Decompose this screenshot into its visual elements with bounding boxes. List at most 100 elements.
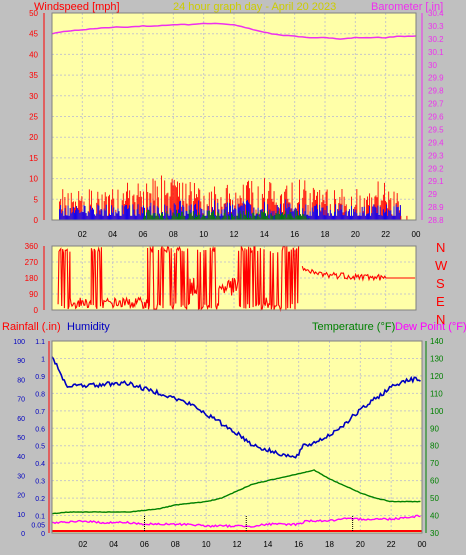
baro-tick-label: 29.6 bbox=[428, 113, 444, 122]
rainfall-tick-label: 0.05 bbox=[31, 522, 45, 529]
baro-tick-label: 29 bbox=[428, 190, 437, 199]
direction-tick-label: 270 bbox=[25, 258, 39, 267]
rainfall-tick-label: 0.2 bbox=[35, 496, 45, 503]
baro-tick-label: 29.1 bbox=[428, 177, 444, 186]
temperature-tick-label: 140 bbox=[430, 337, 444, 346]
direction-tick-label: 180 bbox=[25, 274, 39, 283]
temperature-tick-label: 70 bbox=[430, 459, 439, 468]
rainfall-tick-label: 0.6 bbox=[35, 426, 45, 433]
windspeed-axis-label: Windspeed [mph] bbox=[34, 1, 120, 13]
rainfall-tick-label: 1.1 bbox=[35, 339, 45, 346]
humidity-tick-label: 100 bbox=[13, 339, 25, 346]
climate-x-tick-label: 00 bbox=[418, 540, 427, 549]
wind-plot-border bbox=[51, 12, 417, 221]
wind-x-tick-label: 20 bbox=[351, 230, 360, 239]
compass-n-top: N bbox=[436, 240, 445, 255]
climate-x-tick-label: 02 bbox=[78, 540, 87, 549]
dewpoint-line bbox=[51, 514, 421, 529]
humidity-tick-label: 70 bbox=[17, 397, 25, 404]
temperature-tick-label: 50 bbox=[430, 494, 439, 503]
climate-x-tick-label: 06 bbox=[140, 540, 149, 549]
climate-x-tick-label: 14 bbox=[263, 540, 272, 549]
rainfall-tick-label: 0.3 bbox=[35, 479, 45, 486]
climate-x-tick-label: 08 bbox=[171, 540, 180, 549]
rainfall-tick-label: 0.7 bbox=[35, 409, 45, 416]
climate-x-tick-label: 10 bbox=[202, 540, 211, 549]
rainfall-axis-label: Rainfall (.in) bbox=[2, 321, 61, 333]
climate-x-tick-label: 22 bbox=[387, 540, 396, 549]
temperature-tick-label: 80 bbox=[430, 442, 439, 451]
compass-e: E bbox=[436, 294, 445, 309]
humidity-line bbox=[51, 356, 421, 459]
wind-tick-label: 30 bbox=[29, 92, 38, 101]
wind-direction-late-line bbox=[301, 266, 416, 282]
baro-tick-label: 29.8 bbox=[428, 87, 444, 96]
wind-x-tick-label: 02 bbox=[78, 230, 87, 239]
temperature-tick-label: 40 bbox=[430, 512, 439, 521]
baro-tick-label: 29.7 bbox=[428, 100, 444, 109]
wind-x-tick-label: 00 bbox=[412, 230, 421, 239]
humidity-tick-label: 30 bbox=[17, 473, 25, 480]
temperature-tick-label: 60 bbox=[430, 477, 439, 486]
direction-plot-border bbox=[51, 245, 417, 311]
rainfall-tick-label: 0.9 bbox=[35, 374, 45, 381]
humidity-tick-label: 10 bbox=[17, 512, 25, 519]
wind-x-tick-label: 14 bbox=[260, 230, 269, 239]
climate-x-tick-label: 20 bbox=[356, 540, 365, 549]
baro-tick-label: 29.9 bbox=[428, 74, 444, 83]
chart-panels: 0510152025303540455028.828.92929.129.229… bbox=[13, 9, 444, 549]
temperature-line bbox=[51, 469, 421, 515]
baro-tick-label: 30 bbox=[428, 61, 437, 70]
wind-x-tick-label: 16 bbox=[290, 230, 299, 239]
baro-tick-label: 29.5 bbox=[428, 125, 444, 134]
climate-x-tick-label: 18 bbox=[325, 540, 334, 549]
wind-x-tick-label: 08 bbox=[169, 230, 178, 239]
temperature-tick-label: 90 bbox=[430, 424, 439, 433]
compass-s: S bbox=[436, 276, 445, 291]
wind-x-tick-label: 06 bbox=[139, 230, 148, 239]
climate-plot-border bbox=[51, 340, 423, 534]
direction-tick-label: 360 bbox=[25, 242, 39, 251]
compass-n-bottom: N bbox=[436, 312, 445, 327]
dewpoint-axis-label: Dew Point (°F) bbox=[395, 321, 466, 333]
climate-x-tick-label: 16 bbox=[294, 540, 303, 549]
baro-tick-label: 28.8 bbox=[428, 216, 444, 225]
temperature-tick-label: 110 bbox=[430, 389, 443, 398]
humidity-axis-label: Humidity bbox=[67, 321, 110, 333]
rainfall-tick-label: 0.1 bbox=[35, 514, 45, 521]
temperature-tick-label: 100 bbox=[430, 407, 444, 416]
humidity-tick-label: 80 bbox=[17, 377, 25, 384]
humidity-tick-label: 20 bbox=[17, 493, 25, 500]
baro-tick-label: 30.1 bbox=[428, 48, 444, 57]
baro-tick-label: 30.2 bbox=[428, 35, 444, 44]
rainfall-tick-label: 0.8 bbox=[35, 391, 45, 398]
wind-x-tick-label: 10 bbox=[199, 230, 208, 239]
wind-tick-label: 0 bbox=[34, 216, 39, 225]
temperature-tick-label: 30 bbox=[430, 529, 439, 538]
wind-x-tick-label: 18 bbox=[321, 230, 330, 239]
rainfall-tick-label: 0.5 bbox=[35, 444, 45, 451]
wind-tick-label: 35 bbox=[29, 71, 38, 80]
barometer-axis-label: Barometer [.in] bbox=[371, 1, 443, 13]
humidity-tick-label: 50 bbox=[17, 435, 25, 442]
humidity-tick-label: 90 bbox=[17, 358, 25, 365]
baro-tick-label: 29.4 bbox=[428, 138, 444, 147]
direction-tick-label: 90 bbox=[29, 290, 38, 299]
climate-x-tick-label: 12 bbox=[233, 540, 242, 549]
baro-tick-label: 30.4 bbox=[428, 9, 444, 18]
humidity-tick-label: 60 bbox=[17, 416, 25, 423]
wind-tick-label: 5 bbox=[34, 195, 39, 204]
barometer-line bbox=[51, 22, 417, 40]
direction-tick-label: 0 bbox=[34, 306, 39, 315]
wind-tick-label: 25 bbox=[29, 113, 38, 122]
wind-tick-label: 45 bbox=[29, 30, 38, 39]
compass-w: W bbox=[435, 258, 448, 273]
wind-tick-label: 10 bbox=[29, 175, 38, 184]
wind-x-tick-label: 22 bbox=[381, 230, 390, 239]
rainfall-tick-label: 1 bbox=[41, 356, 45, 363]
temperature-tick-label: 130 bbox=[430, 354, 444, 363]
wind-direction-line bbox=[57, 245, 300, 312]
wind-x-tick-label: 12 bbox=[230, 230, 239, 239]
wind-tick-label: 20 bbox=[29, 133, 38, 142]
